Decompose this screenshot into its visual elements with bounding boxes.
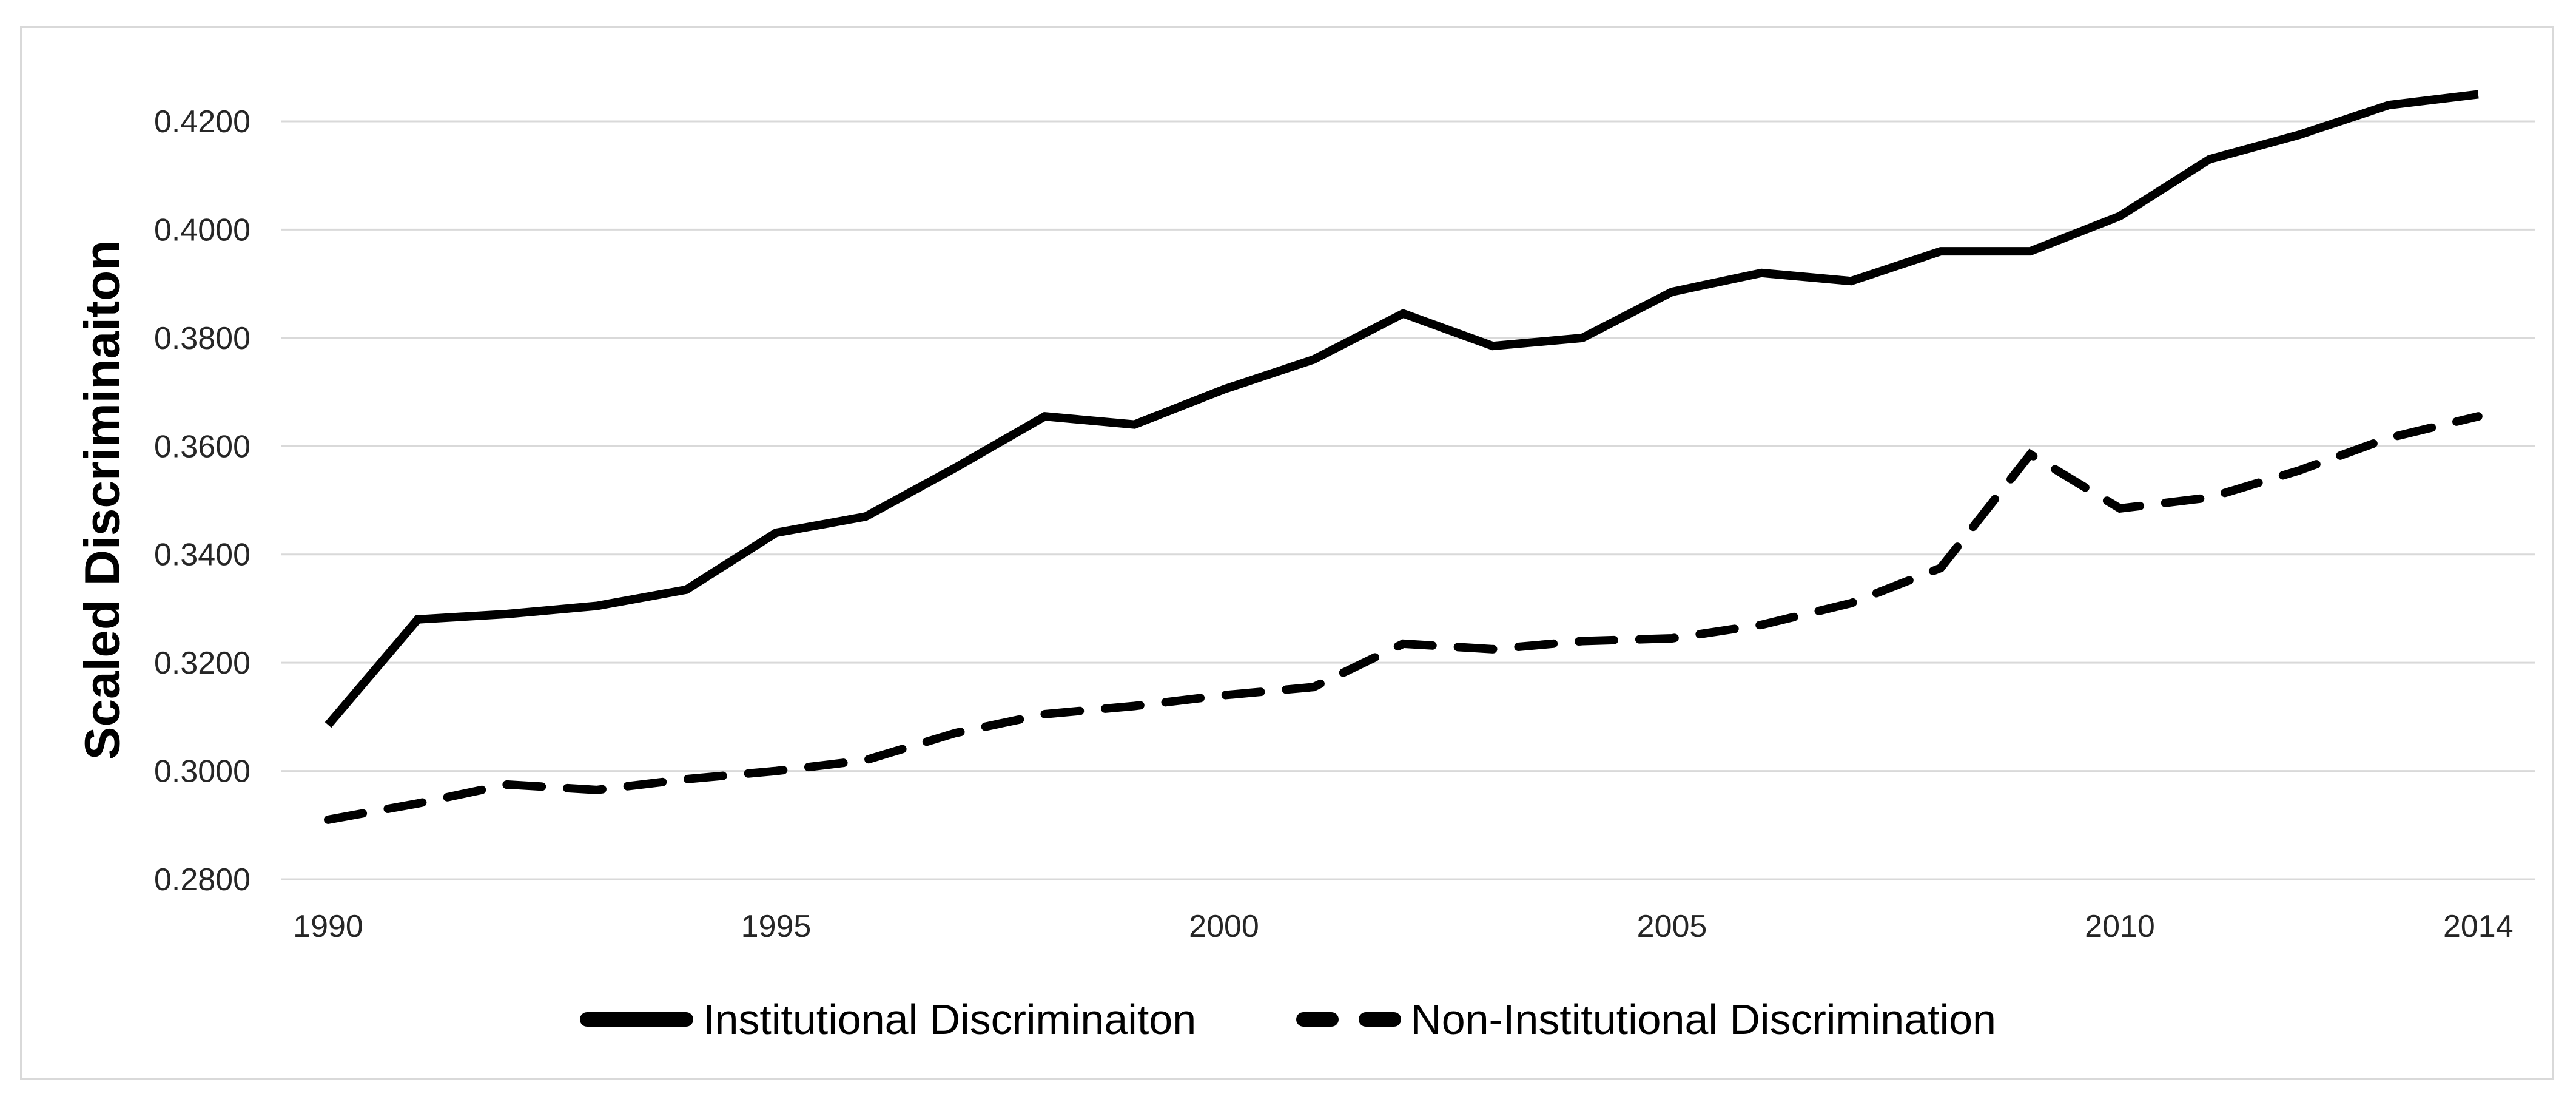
series-lines (324, 90, 2483, 824)
legend-item-non-institutional: Non-Institutional Discrimination (1296, 998, 1996, 1041)
dash-segment (1359, 1012, 1402, 1027)
x-tick-label: 2010 (2085, 909, 2155, 944)
x-axis-tick-labels: 1990 1995 2000 2005 2010 2014 (293, 909, 2513, 944)
chart-frame (20, 26, 2554, 1080)
x-tick-label: 2005 (1637, 909, 1707, 944)
dash-segment (1296, 1012, 1339, 1027)
legend-item-institutional: Institutional Discriminaiton (580, 998, 1196, 1041)
y-axis-title: Scaled Discriminaiton (75, 240, 130, 760)
y-tick-label: 0.3200 (154, 646, 251, 681)
legend-label-institutional: Institutional Discriminaiton (703, 996, 1197, 1043)
legend-label-non-institutional: Non-Institutional Discrimination (1411, 996, 1996, 1043)
y-tick-label: 0.3400 (154, 538, 251, 573)
series-line-non-institutional (324, 412, 2483, 824)
y-tick-label: 0.3800 (154, 321, 251, 356)
dashed-line-icon (1296, 1012, 1402, 1027)
y-tick-label: 0.2800 (154, 862, 251, 897)
x-tick-label: 1990 (293, 909, 363, 944)
gridlines (281, 120, 2535, 880)
chart-legend: Institutional Discriminaiton Non-Institu… (0, 977, 2576, 1062)
y-tick-label: 0.3600 (154, 429, 251, 464)
y-tick-label: 0.4200 (154, 104, 251, 140)
x-tick-label: 2000 (1189, 909, 1259, 944)
y-tick-label: 0.4000 (154, 212, 251, 248)
y-axis-tick-labels: 0.2800 0.3000 0.3200 0.3400 0.3600 0.3800 0.40… (154, 104, 251, 897)
y-tick-label: 0.3000 (154, 754, 251, 789)
x-tick-label: 2014 (2443, 909, 2514, 944)
solid-line-icon (580, 1012, 694, 1027)
x-tick-label: 1995 (741, 909, 812, 944)
series-line-institutional (325, 90, 2479, 728)
